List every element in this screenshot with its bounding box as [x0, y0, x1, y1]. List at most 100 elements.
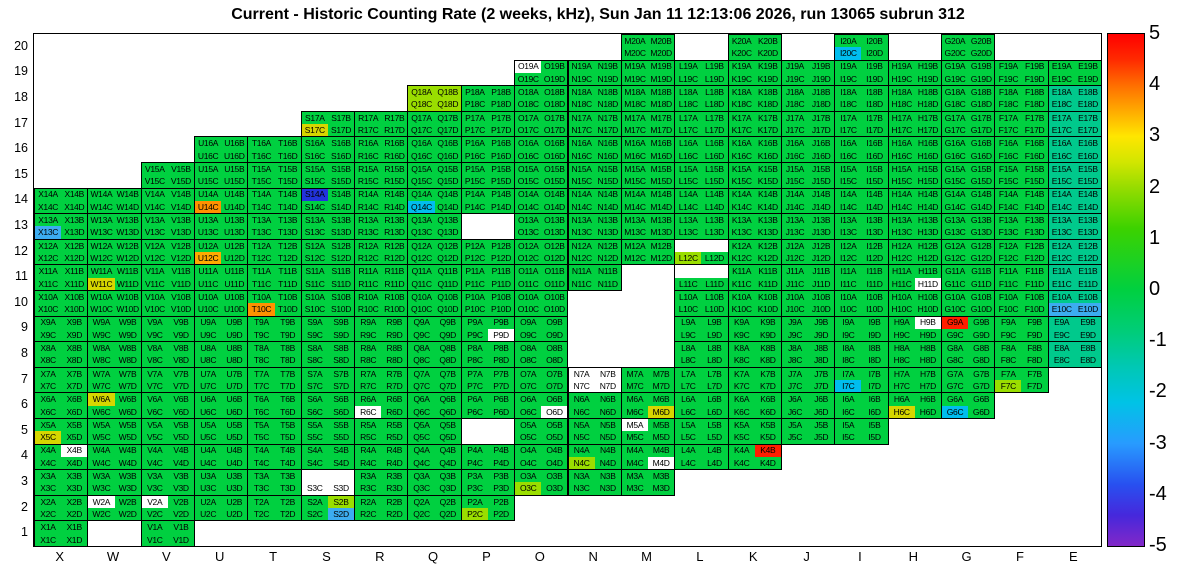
grid-subcell-K17A: K17A: [728, 111, 755, 125]
grid-subcell-P14B: P14B: [487, 188, 515, 201]
grid-subcell-I14D: I14D: [861, 200, 888, 214]
grid-cell-Q12: Q12A Q12B Q12C Q12D: [407, 238, 462, 266]
grid-subcell-S9B: S9B: [327, 316, 355, 329]
grid-subcell-Q15C: Q15C: [408, 175, 435, 188]
grid-subcell-S3A: [301, 470, 328, 483]
grid-subcell-J6A: J6A: [781, 393, 809, 406]
grid-subcell-O15A: O15A: [515, 163, 542, 176]
grid-subcell-I5D: I5D: [861, 431, 888, 444]
grid-subcell-J15D: J15D: [808, 175, 835, 188]
grid-subcell-I15B: I15B: [861, 163, 888, 176]
grid-subcell-H15D: H15D: [914, 175, 941, 188]
grid-subcell-H8C: H8C: [888, 354, 915, 367]
grid-subcell-L17C: L17C: [675, 124, 702, 137]
grid-subcell-S5D: S5D: [327, 431, 355, 444]
x-axis-label-R: R: [375, 549, 385, 564]
grid-cell-U10: U10A U10B U10C U10D: [194, 290, 249, 317]
grid-subcell-K4D: K4D: [754, 456, 781, 470]
grid-subcell-J5C: J5C: [781, 431, 809, 444]
grid-subcell-X2A: X2A: [35, 495, 62, 509]
grid-subcell-X8B: X8B: [61, 342, 88, 355]
y-axis-label-7: 7: [21, 371, 28, 386]
grid-subcell-S15C: S15C: [301, 175, 328, 188]
x-axis-label-H: H: [908, 549, 918, 564]
x-axis-label-V: V: [162, 549, 171, 564]
grid-cell-F19: F19A F19B F19C F19D: [994, 59, 1049, 87]
grid-cell-W8: W8A W8B W8C W8D: [87, 341, 142, 368]
grid-subcell-Q14A: Q14A: [408, 188, 435, 201]
grid-subcell-U10C: U10C: [195, 303, 222, 316]
grid-cell-X4: X4A X4B X4C X4D: [34, 443, 89, 471]
grid-subcell-T7A: T7A: [248, 367, 275, 381]
grid-cell-S12: S12A S12B S12C S12D: [300, 238, 356, 266]
grid-subcell-K19C: K19C: [728, 72, 755, 86]
grid-subcell-J16C: J16C: [781, 149, 809, 162]
grid-subcell-T8A: T8A: [248, 342, 275, 355]
grid-cell-G6: G6A G6B G6C G6D: [940, 392, 996, 419]
grid-subcell-M5C: M5C: [621, 431, 649, 444]
grid-subcell-U7B: U7B: [221, 367, 248, 381]
grid-subcell-R8D: R8D: [381, 354, 408, 367]
grid-subcell-V15A: V15A: [141, 163, 168, 176]
grid-subcell-F7C: F7C: [995, 380, 1022, 393]
grid-subcell-N14B: N14B: [594, 188, 621, 201]
grid-subcell-J7A: J7A: [781, 367, 809, 381]
grid-subcell-G12A: G12A: [941, 239, 969, 253]
grid-subcell-E11B: E11B: [1074, 265, 1101, 278]
grid-cell-M20: M20A M20B M20C M20D: [620, 34, 676, 61]
grid-subcell-F11C: F11C: [995, 277, 1022, 290]
grid-subcell-O12C: O12C: [515, 252, 542, 265]
grid-cell-Q4: Q4A Q4B Q4C Q4D: [407, 443, 462, 471]
grid-subcell-V1C: V1C: [141, 533, 168, 546]
grid-cell-G17: G17A G17B G17C G17D: [940, 110, 996, 138]
grid-subcell-V7C: V7C: [141, 380, 168, 393]
grid-subcell-S2A: S2A: [301, 495, 328, 509]
grid-subcell-O14D: O14D: [541, 200, 568, 214]
grid-subcell-S10C: S10C: [301, 303, 328, 316]
grid-cell-S4: S4A S4B S4C S4D: [300, 443, 356, 471]
x-axis-label-E: E: [1068, 549, 1078, 564]
grid-subcell-K13C: K13C: [728, 226, 755, 239]
grid-subcell-R5A: R5A: [355, 419, 382, 432]
grid-subcell-R13C: R13C: [355, 226, 382, 239]
grid-subcell-G16B: G16B: [968, 137, 995, 150]
grid-subcell-N15A: N15A: [568, 163, 595, 176]
grid-subcell-T9B: T9B: [274, 316, 301, 329]
grid-cell-O12: O12A O12B O12C O12D: [514, 238, 569, 266]
grid-subcell-E13C: E13C: [1048, 226, 1075, 239]
grid-subcell-R9D: R9D: [381, 328, 408, 342]
grid-subcell-L4B: L4B: [701, 444, 728, 457]
grid-subcell-K20A: K20A: [728, 35, 755, 48]
grid-subcell-J12C: J12C: [781, 252, 809, 265]
grid-subcell-I12D: I12D: [861, 252, 888, 265]
grid-subcell-E11A: E11A: [1048, 265, 1075, 278]
grid-subcell-J15A: J15A: [781, 163, 809, 176]
grid-subcell-R9C: R9C: [355, 328, 382, 342]
grid-subcell-W6A: W6A: [88, 393, 115, 406]
grid-subcell-W14C: W14C: [88, 200, 115, 214]
grid-subcell-N6A: N6A: [568, 393, 595, 406]
grid-cell-K11: K11A K11B K11C K11D: [727, 264, 782, 291]
grid-subcell-M6C: M6C: [621, 405, 649, 418]
grid-subcell-Q3B: Q3B: [434, 470, 461, 483]
grid-cell-Q16: Q16A Q16B Q16C Q16D: [407, 136, 462, 163]
grid-subcell-O11D: O11D: [541, 277, 568, 290]
grid-subcell-N15D: N15D: [594, 175, 621, 188]
grid-subcell-G15A: G15A: [941, 163, 969, 176]
grid-subcell-X14D: X14D: [61, 200, 88, 214]
grid-subcell-G15C: G15C: [941, 175, 969, 188]
grid-subcell-X10D: X10D: [61, 303, 88, 316]
grid-subcell-J18A: J18A: [781, 86, 809, 99]
grid-subcell-F18A: F18A: [995, 86, 1022, 99]
grid-subcell-S7C: S7C: [301, 380, 328, 393]
grid-subcell-I14C: I14C: [835, 200, 862, 214]
grid-subcell-M16D: M16D: [648, 149, 675, 162]
y-axis-label-13: 13: [14, 218, 28, 232]
grid-subcell-J17B: J17B: [808, 111, 835, 125]
grid-subcell-G20D: G20D: [968, 47, 995, 60]
grid-subcell-R5D: R5D: [381, 431, 408, 444]
grid-subcell-J8B: J8B: [808, 342, 835, 355]
grid-subcell-X4C: X4C: [35, 456, 62, 470]
grid-subcell-R6D: R6D: [381, 405, 408, 418]
grid-subcell-U6C: U6C: [195, 405, 222, 418]
